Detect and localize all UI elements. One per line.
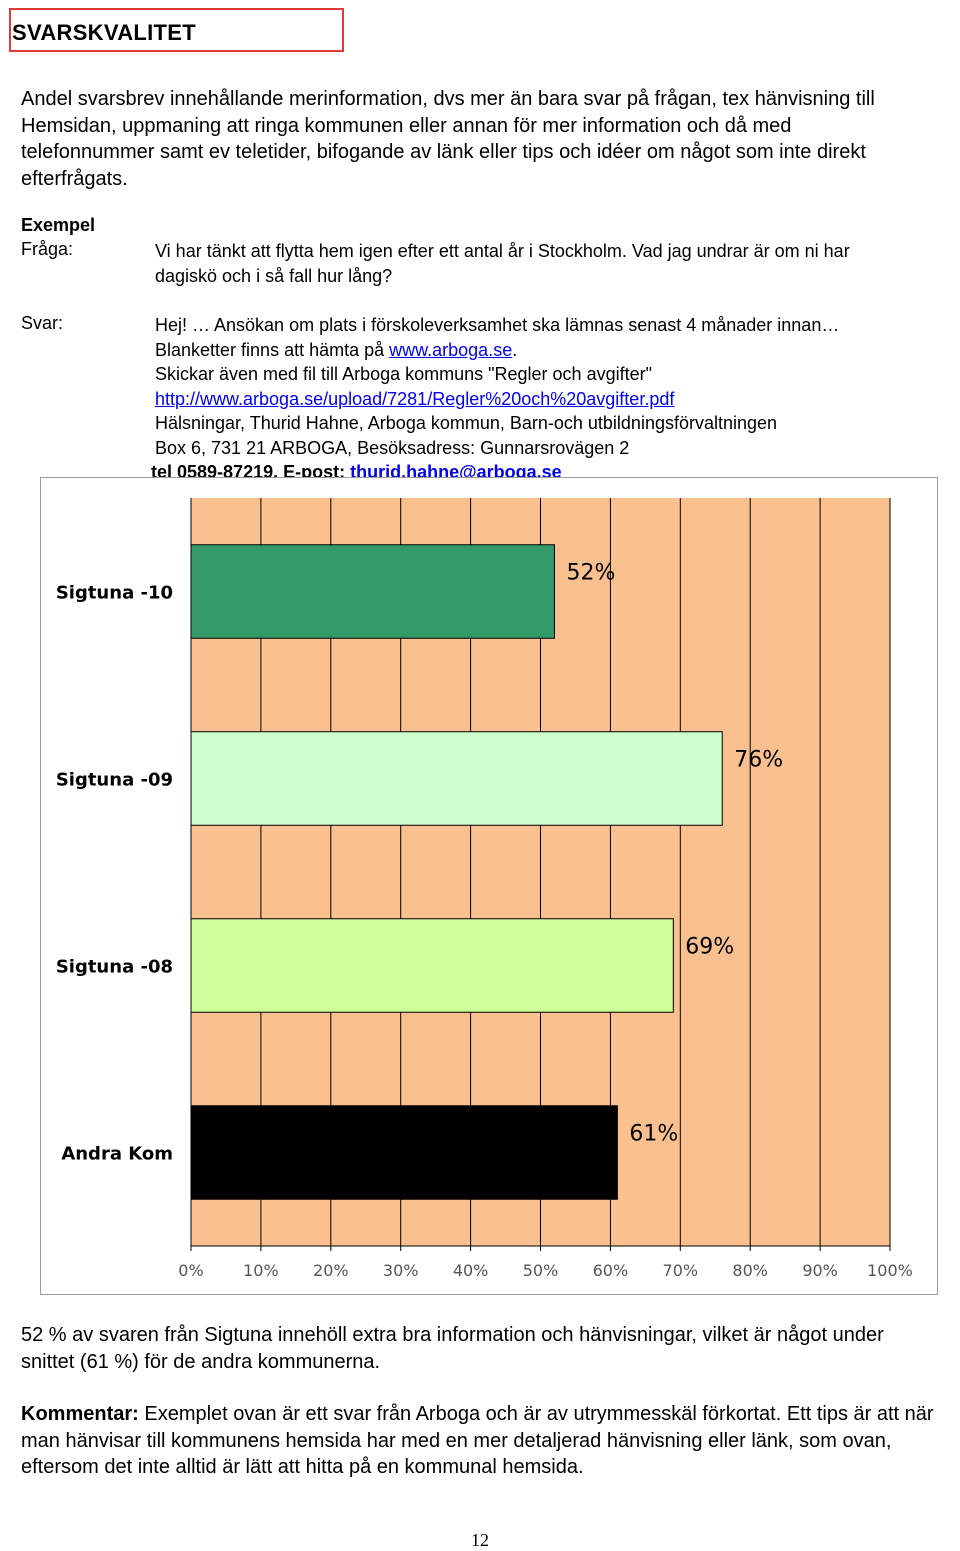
x-tick-label: 30%	[383, 1261, 419, 1280]
question-line-1: Vi har tänkt att flytta hem igen efter e…	[155, 241, 850, 261]
bar-chart: Sigtuna -10 52% Sigtuna -09 76% Sigtuna -08 6…	[40, 477, 938, 1295]
bar	[190, 918, 674, 1013]
x-tick-label: 10%	[243, 1261, 279, 1280]
answer-line-4: http://www.arboga.se/upload/7281/Regler%…	[155, 387, 960, 412]
x-tick-label: 80%	[732, 1261, 768, 1280]
answer-line-6: Box 6, 731 21 ARBOGA, Besöksadress: Gunn…	[155, 437, 630, 458]
bar	[190, 731, 723, 826]
bar-chart-svg: Sigtuna -10 52% Sigtuna -09 76% Sigtuna -08 6…	[56, 498, 913, 1280]
x-tick-label: 20%	[313, 1261, 349, 1280]
question-label: Fråga:	[21, 239, 74, 259]
intro-paragraph: Andel svarsbrev innehållande merinformat…	[21, 88, 875, 190]
comment-paragraph: Kommentar: Exemplet ovan är ett svar frå…	[21, 1401, 941, 1481]
x-tick-label: 40%	[453, 1261, 489, 1280]
x-tick-label: 60%	[593, 1261, 629, 1280]
question-line-2: dagiskö och i så fall hur lång?	[155, 265, 393, 286]
summary-paragraph: 52 % av svaren från Sigtuna innehöll ext…	[21, 1324, 884, 1373]
x-tick-label: 0%	[178, 1261, 203, 1280]
answer-line-5: Hälsningar, Thurid Hahne, Arboga kommun,…	[155, 413, 778, 433]
answer-line-3: Skickar även med fil till Arboga kommuns…	[155, 364, 652, 384]
data-label: 61%	[629, 1122, 678, 1147]
question-text: Vi har tänkt att flytta hem igen efter e…	[155, 239, 960, 288]
data-label: 69%	[685, 935, 734, 960]
data-label: 52%	[566, 561, 615, 586]
page-title: SVARSKVALITET	[12, 20, 196, 45]
example-heading: Exempel	[21, 215, 96, 235]
answer-line-1: Hej! … Ansökan om plats i förskoleverksa…	[155, 315, 840, 335]
answer-line-2-end: .	[512, 339, 518, 360]
bar	[190, 1105, 618, 1200]
comment-label: Kommentar:	[21, 1403, 139, 1425]
category-label: Sigtuna -09	[56, 770, 173, 791]
comment-text: Exemplet ovan är ett svar från Arboga oc…	[21, 1403, 934, 1479]
x-tick-label: 90%	[802, 1261, 838, 1280]
regler-pdf-link[interactable]: http://www.arboga.se/upload/7281/Regler%…	[155, 388, 675, 409]
category-label: Sigtuna -10	[56, 583, 173, 604]
answer-line-2-text: Blanketter finns att hämta på	[155, 339, 390, 360]
answer-line-2: Blanketter finns att hämta på www.arboga…	[155, 338, 960, 363]
category-label: Sigtuna -08	[56, 957, 173, 978]
arboga-website-link[interactable]: www.arboga.se	[389, 339, 513, 360]
x-tick-label: 50%	[523, 1261, 559, 1280]
category-label: Andra Kom	[61, 1144, 173, 1165]
x-tick-label: 100%	[867, 1261, 913, 1280]
answer-label: Svar:	[21, 313, 64, 333]
page-number: 12	[471, 1530, 489, 1550]
data-label: 76%	[734, 748, 783, 773]
title-box	[9, 8, 344, 52]
answer-text: Hej! … Ansökan om plats i förskoleverksa…	[151, 313, 960, 485]
bar	[190, 544, 555, 639]
x-tick-label: 70%	[663, 1261, 699, 1280]
